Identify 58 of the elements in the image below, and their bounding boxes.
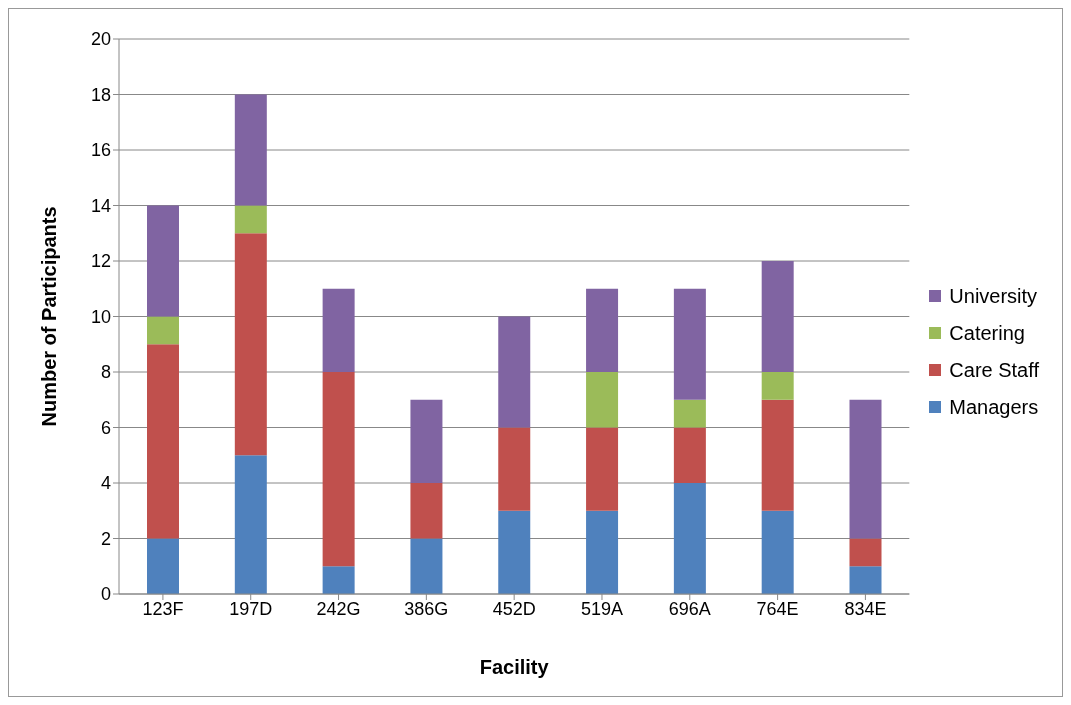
bar (234, 205, 267, 234)
y-tick-label: 2 (100, 528, 111, 549)
y-tick-label: 16 (90, 140, 111, 161)
bar (498, 510, 531, 594)
bar (147, 538, 179, 594)
legend-label: Care Staff (949, 358, 1039, 382)
bar (147, 316, 179, 345)
bar (498, 427, 531, 511)
y-tick-label: 20 (90, 29, 111, 50)
x-tick-label: 123F (142, 598, 184, 619)
y-axis-title: Number of Participants (38, 206, 61, 427)
bar (234, 233, 267, 456)
bar (673, 427, 706, 483)
bar (147, 344, 179, 539)
y-tick-label: 12 (90, 251, 111, 272)
bar (761, 510, 794, 594)
bar (761, 372, 794, 400)
bar (586, 427, 619, 511)
bar (673, 399, 706, 428)
y-tick-label: 0 (100, 584, 111, 605)
x-tick-label: 519A (580, 598, 623, 619)
bar (761, 261, 794, 372)
bar (410, 538, 443, 594)
y-tick-label: 4 (100, 473, 111, 494)
bar (322, 288, 355, 372)
x-tick-label: 696A (668, 598, 711, 619)
y-tick-label: 14 (90, 195, 111, 216)
bar (410, 483, 443, 539)
x-tick-label: 834E (844, 598, 887, 619)
legend-label: Catering (949, 321, 1025, 345)
x-tick-label: 452D (492, 598, 536, 619)
bar (322, 566, 355, 594)
x-tick-label: 242G (316, 598, 361, 619)
bar (586, 288, 619, 372)
y-tick-label: 10 (90, 306, 111, 327)
x-tick-label: 386G (404, 598, 449, 619)
x-tick-label: 197D (229, 598, 273, 619)
bar (849, 566, 882, 594)
bar (586, 510, 619, 594)
bar (410, 399, 443, 483)
bar (234, 455, 267, 594)
y-tick-label: 18 (90, 84, 111, 105)
x-tick-label: 764E (756, 598, 799, 619)
legend-label: University (949, 284, 1038, 308)
bar (673, 288, 706, 400)
bar (849, 399, 882, 539)
y-tick-label: 6 (100, 417, 111, 438)
bar (234, 94, 267, 206)
legend-label: Managers (949, 395, 1039, 419)
bar (849, 538, 882, 567)
bar (761, 399, 794, 511)
bar (498, 316, 531, 428)
bar (147, 205, 179, 317)
y-tick-label: 8 (100, 362, 111, 383)
bar (322, 372, 355, 567)
bar (586, 372, 619, 428)
x-axis-title: Facility (479, 656, 550, 678)
bar (673, 483, 706, 594)
